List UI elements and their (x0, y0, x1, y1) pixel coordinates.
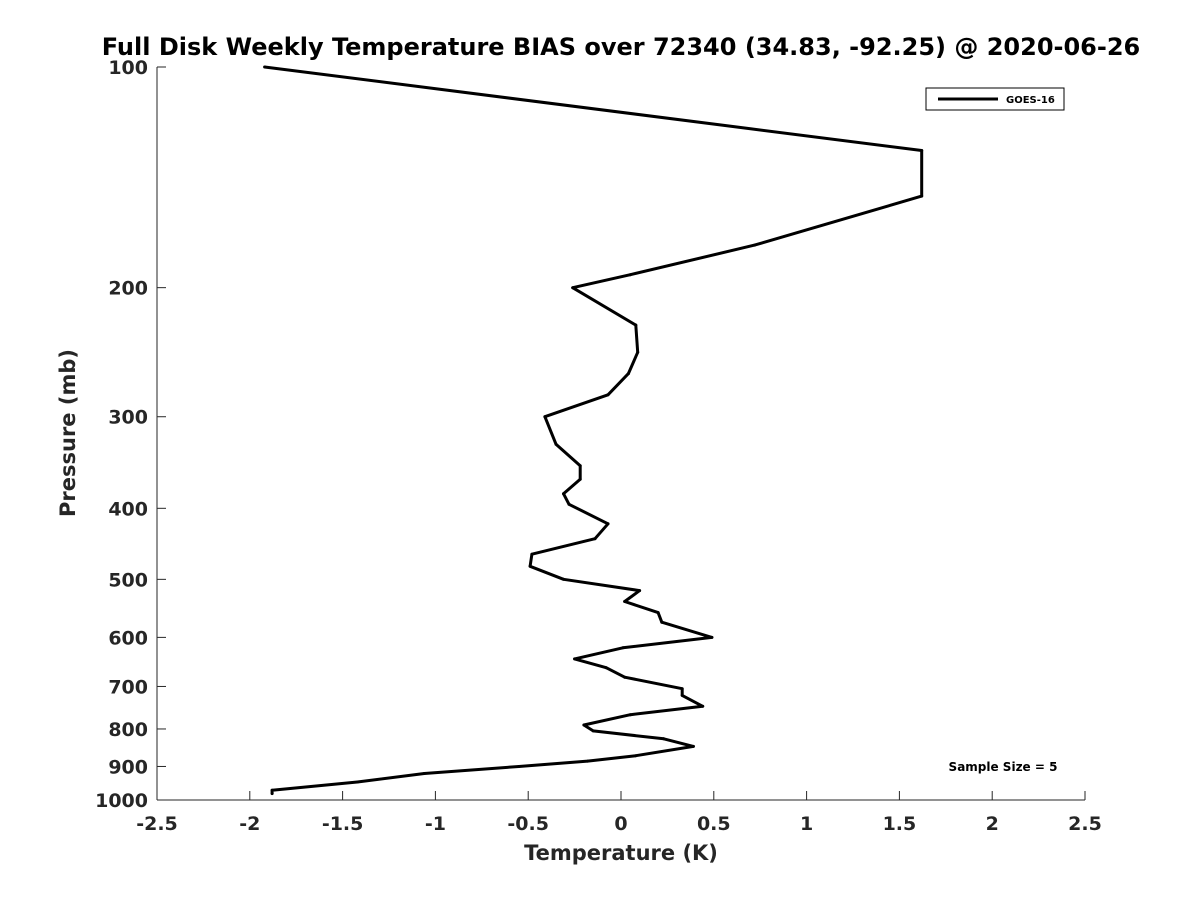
series-points (263, 65, 924, 796)
x-tick-label: -1.5 (322, 813, 364, 835)
y-tick-label: 800 (108, 719, 148, 741)
data-point (606, 522, 610, 526)
data-point (623, 675, 627, 679)
legend: GOES-16 (925, 87, 1065, 111)
data-point (634, 323, 638, 327)
data-point (710, 635, 714, 639)
data-point (623, 600, 627, 603)
x-tick-label: 0.5 (697, 813, 731, 835)
x-tick-label: 2 (986, 813, 999, 835)
data-point (920, 149, 924, 152)
x-tick-label: -0.5 (507, 813, 549, 835)
data-point (582, 723, 586, 727)
y-axis-label: Pressure (mb) (56, 349, 80, 517)
data-point (636, 350, 640, 354)
data-point (528, 564, 532, 568)
plot-area (157, 67, 1085, 800)
x-tick-label: 0 (614, 813, 627, 835)
data-point (626, 372, 630, 376)
data-point (571, 286, 575, 290)
data-point (422, 772, 426, 775)
x-axis-ticks: -2.5 -2 -1.5 -1 -0.5 0 0.5 1 1.5 2 2.5 (136, 791, 1102, 835)
y-tick-label: 1000 (95, 790, 148, 812)
data-point (634, 754, 638, 758)
data-point (554, 442, 558, 446)
data-point (591, 729, 595, 733)
data-point (530, 552, 534, 556)
data-point (701, 704, 705, 708)
data-point (517, 765, 521, 768)
data-point (270, 788, 274, 792)
data-point (662, 737, 666, 741)
x-tick-label: 1 (800, 813, 813, 835)
data-point (578, 464, 582, 468)
data-point (543, 415, 547, 419)
x-tick-label: -2 (239, 813, 260, 835)
y-axis-ticks: 100 200 300 400 500 600 700 800 900 1000 (95, 57, 166, 812)
y-tick-label: 900 (108, 756, 148, 778)
data-point (680, 687, 684, 691)
data-point (680, 693, 684, 697)
data-point (562, 577, 565, 581)
data-point (593, 537, 597, 541)
data-point (691, 744, 695, 748)
y-tick-label: 300 (108, 407, 148, 429)
data-point (355, 780, 359, 784)
x-tick-label: -2.5 (136, 813, 178, 835)
data-point (567, 502, 571, 506)
data-point (638, 589, 642, 593)
y-tick-label: 600 (108, 627, 148, 649)
data-point (628, 713, 632, 717)
data-point (562, 492, 565, 496)
data-point (753, 243, 757, 247)
y-tick-label: 700 (108, 676, 148, 698)
legend-label-goes-16: GOES-16 (1006, 95, 1055, 106)
y-tick-label: 100 (108, 57, 148, 79)
y-tick-label: 200 (108, 278, 148, 300)
data-point (621, 646, 625, 650)
x-axis-label: Temperature (K) (524, 841, 718, 865)
y-tick-label: 500 (108, 569, 148, 591)
sample-size-annotation: Sample Size = 5 (949, 760, 1058, 774)
data-point (656, 611, 660, 615)
chart-title: Full Disk Weekly Temperature BIAS over 7… (102, 33, 1141, 61)
data-point (578, 477, 582, 481)
data-point (263, 65, 267, 69)
data-point (270, 792, 274, 796)
data-point (660, 620, 664, 624)
data-point (573, 657, 577, 661)
data-point (920, 194, 924, 198)
x-tick-label: 1.5 (883, 813, 917, 835)
x-tick-label: -1 (425, 813, 446, 835)
data-point (604, 666, 608, 670)
y-tick-label: 400 (108, 498, 148, 520)
data-point (628, 273, 632, 277)
data-point (606, 393, 610, 397)
x-tick-label: 2.5 (1068, 813, 1102, 835)
data-point (586, 759, 590, 763)
